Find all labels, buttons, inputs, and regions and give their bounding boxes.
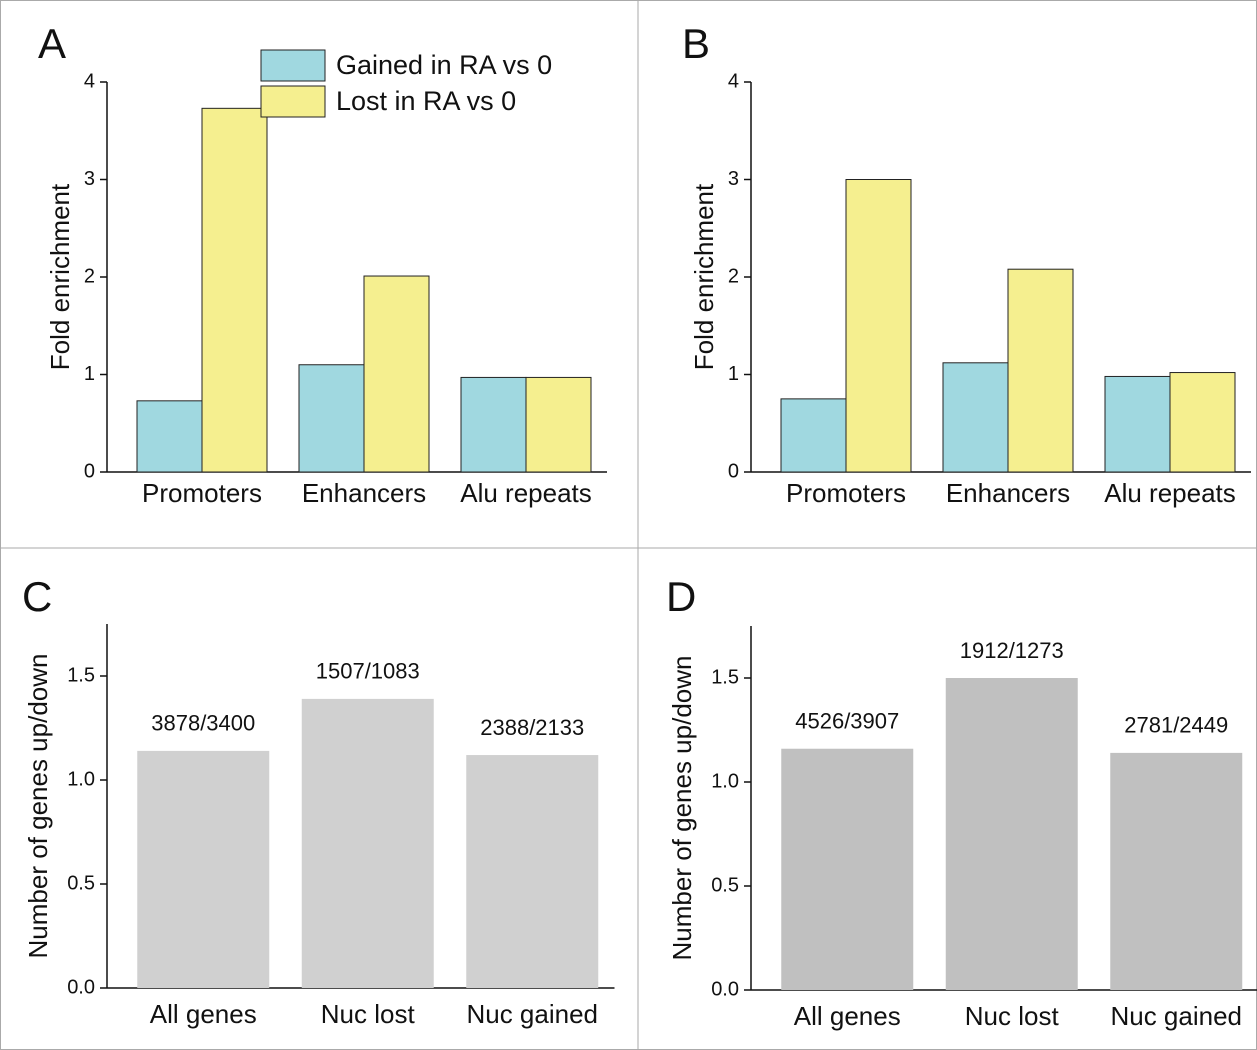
y-tick-label: 2 — [728, 265, 739, 287]
y-axis-label: Number of genes up/down — [23, 654, 53, 959]
data-label: 3878/3400 — [151, 711, 255, 736]
y-tick-label: 1.0 — [67, 768, 95, 790]
y-tick-label: 0 — [728, 460, 739, 482]
bar — [1104, 375, 1171, 473]
bar — [1169, 372, 1236, 473]
bar — [945, 678, 1078, 990]
y-tick-label: 4 — [84, 70, 95, 92]
y-tick-label: 4 — [728, 70, 739, 92]
bar — [780, 398, 847, 473]
legend-swatch — [260, 85, 326, 118]
bar — [301, 698, 434, 988]
bar — [298, 364, 365, 473]
y-tick-label: 0 — [84, 460, 95, 482]
x-tick-label: Promoters — [786, 478, 906, 508]
data-label: 1912/1273 — [960, 638, 1064, 663]
y-tick-label: 1.0 — [711, 770, 739, 792]
data-label: 1507/1083 — [316, 659, 420, 684]
x-tick-label: All genes — [150, 999, 257, 1029]
y-axis-label: Number of genes up/down — [667, 656, 697, 961]
y-tick-label: 0.5 — [67, 872, 95, 894]
y-tick-label: 1.5 — [67, 664, 95, 686]
y-tick-label: 0.0 — [67, 976, 95, 998]
y-tick-label: 2 — [84, 265, 95, 287]
legend-label: Gained in RA vs 0 — [336, 50, 552, 80]
y-tick-label: 3 — [728, 168, 739, 190]
bar — [201, 107, 268, 473]
x-tick-label: Nuc lost — [321, 999, 416, 1029]
bar — [525, 376, 592, 473]
bar — [781, 748, 914, 990]
bar — [466, 755, 599, 988]
bar — [363, 275, 430, 473]
y-tick-label: 1.5 — [711, 666, 739, 688]
y-tick-label: 0.5 — [711, 874, 739, 896]
legend-label: Lost in RA vs 0 — [336, 86, 516, 116]
bar — [137, 750, 270, 988]
data-label: 4526/3907 — [795, 709, 899, 734]
y-tick-label: 1 — [84, 363, 95, 385]
x-tick-label: Enhancers — [302, 478, 426, 508]
y-tick-label: 3 — [84, 168, 95, 190]
bar — [136, 400, 203, 473]
x-tick-label: Alu repeats — [460, 478, 592, 508]
bar — [942, 362, 1009, 473]
panel-label: A — [38, 20, 66, 67]
bar — [1007, 268, 1074, 473]
data-label: 2781/2449 — [1124, 713, 1228, 738]
panel-label: D — [666, 573, 696, 620]
x-tick-label: Enhancers — [946, 478, 1070, 508]
y-tick-label: 1 — [728, 363, 739, 385]
bar — [845, 179, 912, 473]
bar — [1110, 752, 1243, 990]
data-label: 2388/2133 — [480, 715, 584, 740]
x-tick-label: Nuc lost — [965, 1001, 1060, 1031]
legend-swatch — [260, 49, 326, 82]
x-tick-label: Alu repeats — [1104, 478, 1236, 508]
panel-label: B — [682, 20, 710, 67]
panel-label: C — [22, 573, 52, 620]
x-tick-label: Promoters — [142, 478, 262, 508]
bar — [460, 376, 527, 473]
x-tick-label: Nuc gained — [466, 999, 598, 1029]
y-axis-label: Fold enrichment — [45, 183, 75, 370]
y-tick-label: 0.0 — [711, 978, 739, 1000]
x-tick-label: All genes — [794, 1001, 901, 1031]
y-axis-label: Fold enrichment — [689, 183, 719, 370]
x-tick-label: Nuc gained — [1110, 1001, 1242, 1031]
